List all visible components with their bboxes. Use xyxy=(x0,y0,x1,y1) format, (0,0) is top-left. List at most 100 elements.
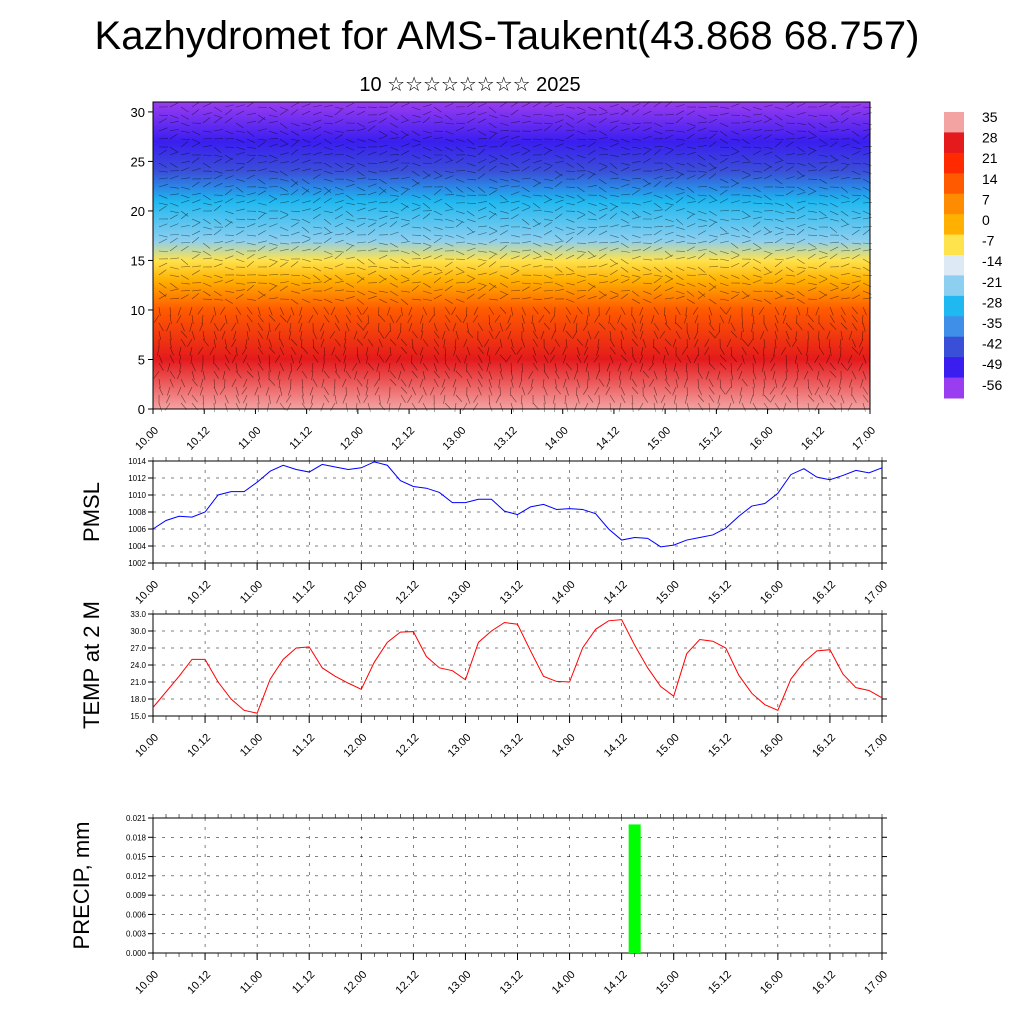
y-tick-label: 0.003 xyxy=(126,930,147,939)
x-tick-label: 14.00 xyxy=(550,732,578,760)
heatmap-x-tick-label: 10.12 xyxy=(184,425,212,453)
heatmap-y-tick-label: 15 xyxy=(131,253,145,268)
x-tick-label: 13.12 xyxy=(498,579,526,607)
colorbar-label: -21 xyxy=(982,274,1002,290)
temp-panel: 15.0 18.0 21.0 24.0 27.0 30.0 33.0 10.00 10.12 11… xyxy=(79,601,890,760)
colorbar-label: -28 xyxy=(982,294,1002,310)
colorbar-label: -42 xyxy=(982,336,1002,352)
colorbar-swatch xyxy=(944,214,964,236)
x-tick-label: 14.12 xyxy=(602,732,630,760)
colorbar-swatch xyxy=(944,255,964,276)
x-tick-label: 17.00 xyxy=(862,579,890,607)
colorbar-swatch xyxy=(944,132,964,154)
heatmap-panel: 0 5 10 15 20 25 30 10.00 10.12 11.00 11.12 12.00 12.… xyxy=(131,101,878,453)
temp-panel-ylabel: TEMP at 2 M xyxy=(79,601,104,729)
x-tick-label: 12.00 xyxy=(341,969,369,997)
y-tick-label: 0.012 xyxy=(126,872,147,881)
x-tick-label: 16.00 xyxy=(758,732,786,760)
colorbar-label: 35 xyxy=(982,109,998,125)
x-tick-label: 17.00 xyxy=(862,969,890,997)
heatmap-x-tick-label: 17.00 xyxy=(850,425,878,453)
heatmap-x-tick-label: 11.12 xyxy=(287,425,314,452)
chart-title: Kazhydromet for AMS-Taukent(43.868 68.75… xyxy=(94,14,920,58)
heatmap-x-tick-label: 16.00 xyxy=(748,425,776,453)
heatmap-x-tick-label: 10.00 xyxy=(133,425,161,453)
colorbar: 35 28 21 14 7 0 -7 -14 -21 -28 -35 -42 -49 -56 xyxy=(944,109,1002,399)
y-tick-label: 21.0 xyxy=(130,678,146,687)
colorbar-swatch xyxy=(944,295,964,317)
x-tick-label: 13.00 xyxy=(446,732,474,760)
colorbar-swatch xyxy=(944,336,964,358)
x-tick-label: 11.00 xyxy=(238,579,265,606)
x-tick-label: 10.12 xyxy=(185,969,213,997)
heatmap-x-tick-label: 11.00 xyxy=(236,425,263,452)
temp-panel-series-line xyxy=(152,619,883,714)
x-tick-label: 15.00 xyxy=(654,732,682,760)
y-tick-label: 30.0 xyxy=(130,627,146,636)
colorbar-label: 0 xyxy=(982,212,990,228)
x-tick-label: 16.00 xyxy=(758,579,786,607)
x-tick-label: 11.00 xyxy=(238,732,265,759)
heatmap-x-tick-label: 16.12 xyxy=(799,425,827,453)
heatmap-x-tick-label: 13.00 xyxy=(440,425,468,453)
x-tick-label: 13.12 xyxy=(498,969,526,997)
x-tick-label: 12.12 xyxy=(394,969,422,997)
colorbar-swatch xyxy=(944,377,964,399)
heatmap-x-tick-label: 15.00 xyxy=(645,425,673,453)
wind-barbs xyxy=(153,101,873,413)
colorbar-label: -35 xyxy=(982,315,1002,331)
x-tick-label: 11.12 xyxy=(290,579,317,606)
y-tick-label: 1006 xyxy=(128,525,146,534)
colorbar-label: 14 xyxy=(982,171,998,187)
y-tick-label: 0.021 xyxy=(126,814,147,823)
heatmap-y-tick-label: 25 xyxy=(131,154,145,169)
y-tick-label: 1010 xyxy=(128,491,146,500)
y-tick-label: 1014 xyxy=(128,457,146,466)
colorbar-swatch xyxy=(944,193,964,215)
heatmap-y-tick-label: 0 xyxy=(138,402,145,417)
colorbar-label: 21 xyxy=(982,150,998,166)
temp-panel-frame xyxy=(152,613,883,717)
colorbar-label: 7 xyxy=(982,191,990,207)
x-tick-label: 14.00 xyxy=(550,579,578,607)
x-tick-label: 15.00 xyxy=(654,969,682,997)
x-tick-label: 12.00 xyxy=(341,732,369,760)
x-tick-label: 12.12 xyxy=(394,579,422,607)
colorbar-swatch xyxy=(944,316,964,338)
precip-panel: 0.000 0.003 0.006 0.009 0.012 0.015 0.018 0.021… xyxy=(69,814,890,997)
y-tick-label: 1012 xyxy=(128,474,146,483)
pmsl-panel-ylabel: PMSL xyxy=(79,482,104,542)
colorbar-label: -14 xyxy=(982,253,1002,269)
y-tick-label: 0.015 xyxy=(126,853,147,862)
x-tick-label: 16.12 xyxy=(810,579,838,607)
pmsl-panel: 1002 1004 1006 1008 1010 1012 1014 10.00 10.12 11… xyxy=(79,457,890,607)
heatmap-x-tick-label: 12.00 xyxy=(338,425,366,453)
x-tick-label: 12.00 xyxy=(341,579,369,607)
colorbar-swatch xyxy=(944,275,964,297)
y-tick-label: 1002 xyxy=(128,559,146,568)
x-tick-label: 13.00 xyxy=(446,969,474,997)
x-tick-label: 16.12 xyxy=(810,732,838,760)
y-tick-label: 0.009 xyxy=(126,891,147,900)
x-tick-label: 14.12 xyxy=(602,969,630,997)
heatmap-y-tick-label: 5 xyxy=(138,352,145,367)
pmsl-panel-frame xyxy=(152,460,883,564)
x-tick-label: 13.00 xyxy=(446,579,474,607)
x-tick-label: 16.00 xyxy=(758,969,786,997)
x-tick-label: 15.12 xyxy=(706,732,734,760)
y-tick-label: 33.0 xyxy=(130,610,146,619)
x-tick-label: 12.12 xyxy=(394,732,422,760)
x-tick-label: 11.12 xyxy=(290,969,317,996)
colorbar-swatch xyxy=(944,234,964,256)
x-tick-label: 11.00 xyxy=(238,969,265,996)
heatmap-x-tick-label: 13.12 xyxy=(492,425,520,453)
heatmap-y-tick-label: 10 xyxy=(131,303,145,318)
pmsl-panel-series-line xyxy=(152,461,883,548)
y-tick-label: 0.018 xyxy=(126,833,147,842)
x-tick-label: 17.00 xyxy=(862,732,890,760)
y-tick-label: 18.0 xyxy=(130,695,146,704)
colorbar-label: 28 xyxy=(982,130,998,146)
heatmap-field xyxy=(153,102,870,409)
x-tick-label: 16.12 xyxy=(810,969,838,997)
